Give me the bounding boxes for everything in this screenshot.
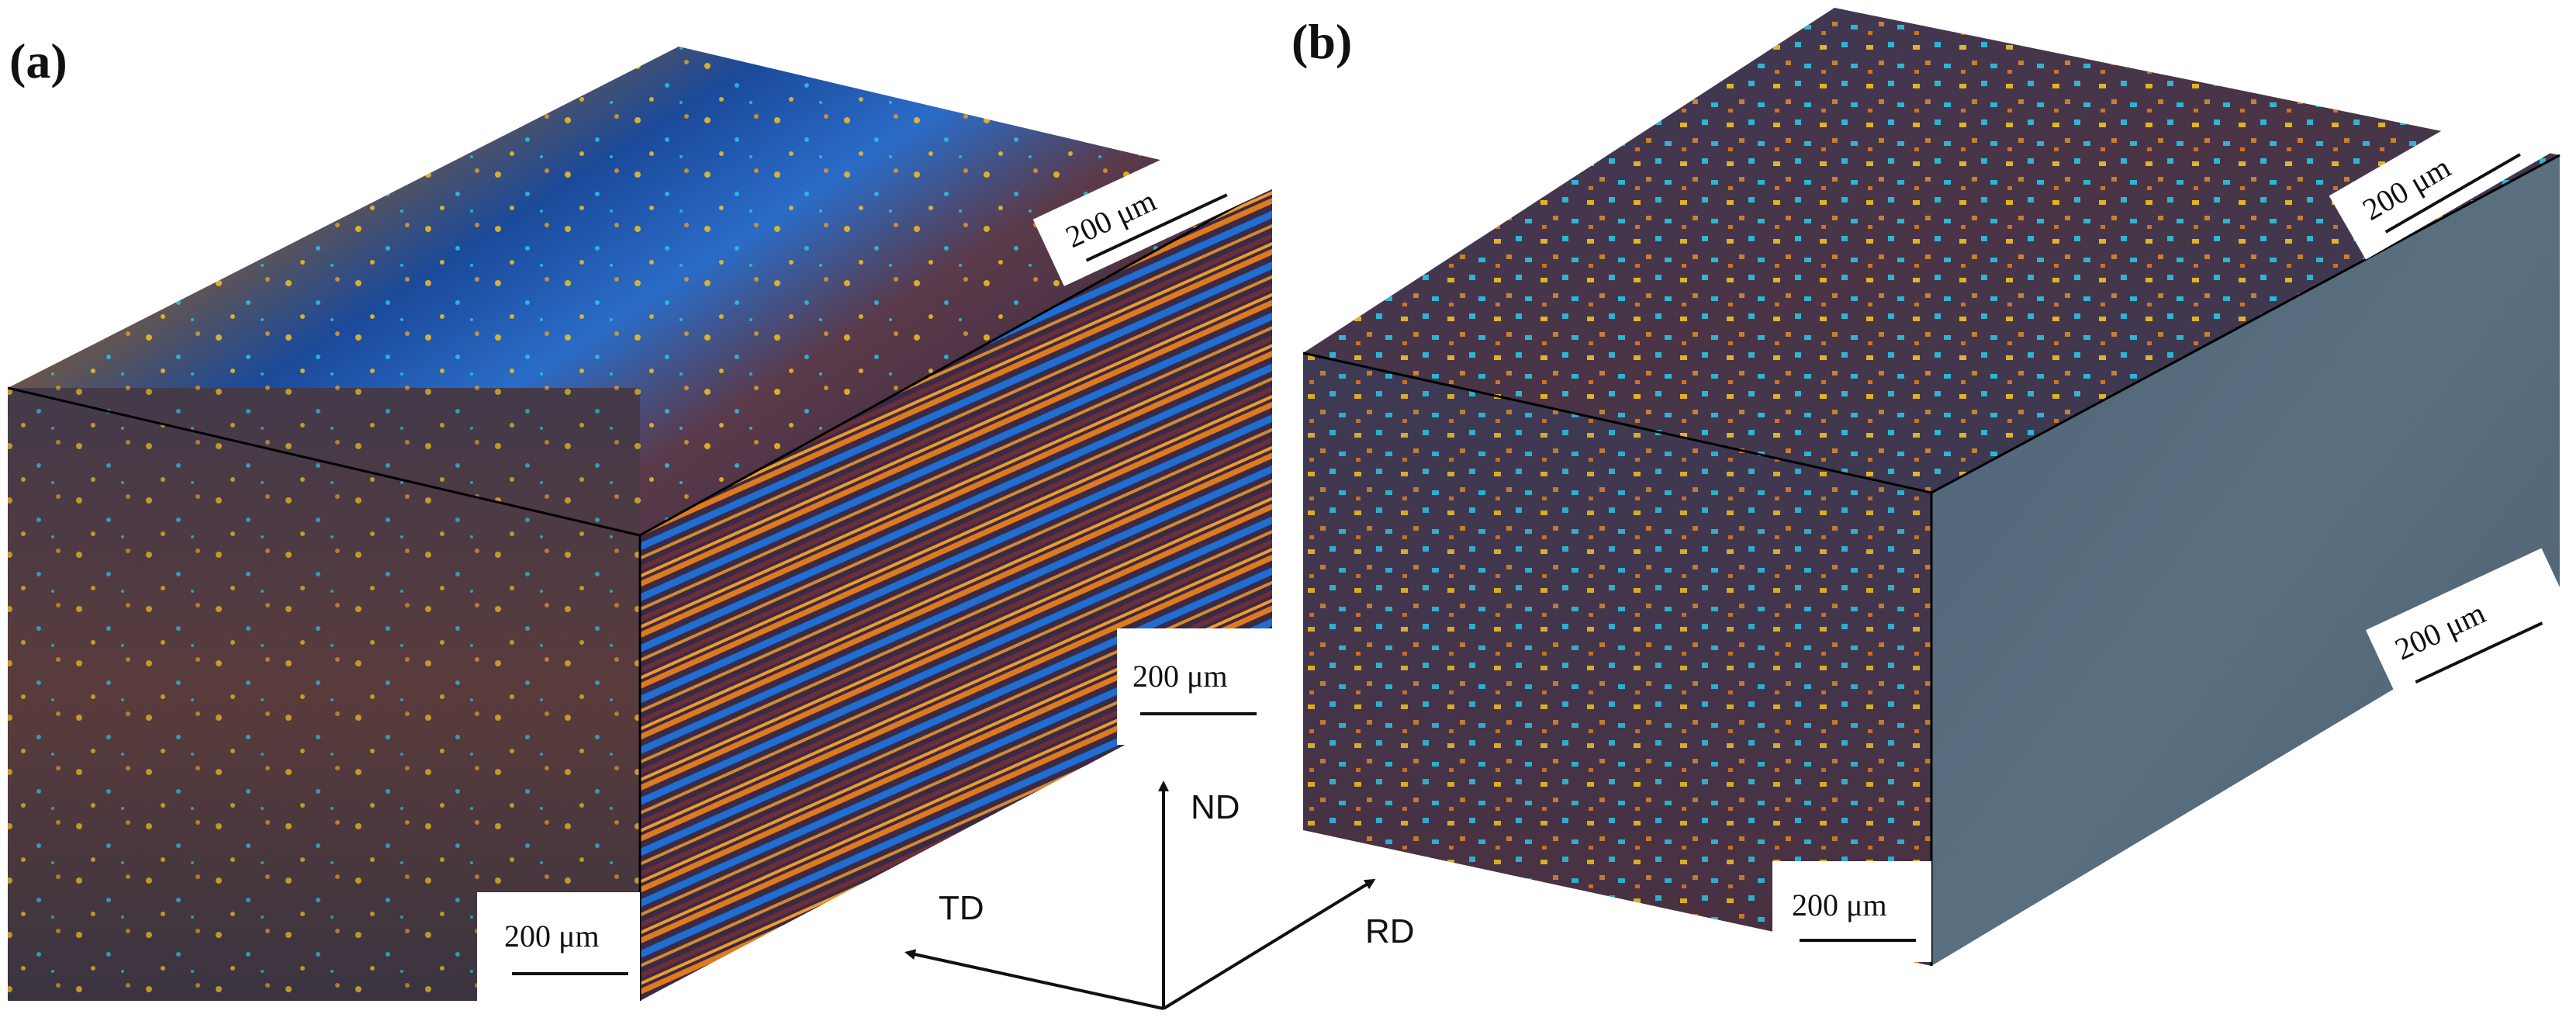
panel-b-label: (b) — [1291, 14, 1352, 69]
panel-b-top-grains — [1303, 8, 2560, 493]
rd-label: RD — [1365, 912, 1415, 950]
panel-b: (b) 200 μm 200 μm 200 μm — [1291, 8, 2576, 966]
panel-a-scalebar-front: 200 μm — [477, 892, 640, 1001]
coordinate-axes: ND TD RD — [904, 781, 1415, 1010]
scale-bar-text: 200 μm — [504, 919, 600, 954]
td-arrow — [904, 949, 1164, 1010]
nd-label: ND — [1191, 788, 1240, 826]
panel-a-scalebar-side: 200 μm — [1117, 628, 1272, 745]
scale-bar-text: 200 μm — [1132, 659, 1228, 694]
panel-b-front-grains — [1303, 353, 1931, 966]
panel-a-scalebar-top: 200 μm — [1032, 120, 1275, 286]
rd-arrow — [1162, 878, 1376, 1010]
panel-b-scalebar-front: 200 μm — [1772, 861, 1931, 962]
panel-b-scalebar-top: 200 μm — [2329, 83, 2561, 260]
scale-bar-text: 200 μm — [1792, 888, 1887, 922]
panel-a-label: (a) — [9, 33, 67, 88]
panel-a-side-face — [640, 186, 1272, 1001]
panel-b-side-face — [1931, 155, 2560, 966]
panel-a: (a) 200 μm 200 μm 200 μm — [7, 33, 1275, 1001]
td-label: TD — [939, 889, 984, 927]
